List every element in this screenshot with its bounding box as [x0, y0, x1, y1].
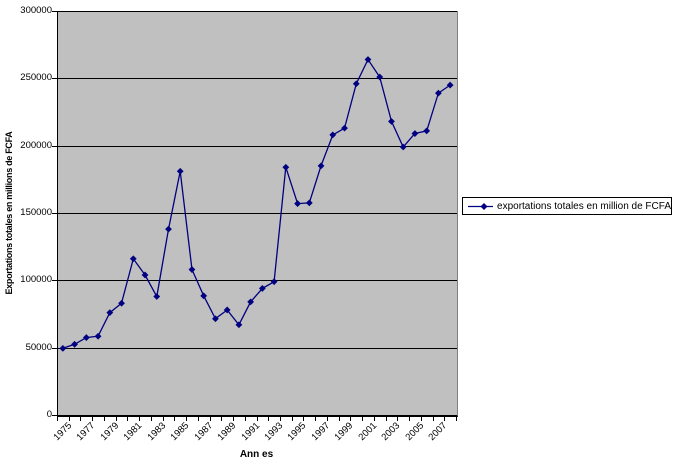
- x-tick-label: 1989: [215, 420, 239, 444]
- x-tick-mark: [221, 417, 223, 421]
- y-tick-label: 250000: [20, 72, 52, 84]
- plot-area: [57, 11, 458, 417]
- x-tick-mark: [139, 417, 141, 421]
- x-tick-mark: [397, 417, 399, 421]
- x-tick-mark: [92, 417, 94, 421]
- x-tick-mark: [186, 417, 188, 421]
- x-tick-mark: [338, 417, 340, 421]
- x-tick-mark: [326, 417, 328, 421]
- x-tick-mark: [127, 417, 129, 421]
- y-tick-mark: [52, 11, 57, 12]
- x-tick-mark: [279, 417, 281, 421]
- y-tick-mark: [52, 347, 57, 349]
- x-tick-mark: [444, 417, 446, 421]
- x-tick-mark: [68, 417, 70, 421]
- x-tick-mark: [362, 417, 364, 421]
- y-tick-label: 0: [46, 409, 52, 420]
- x-tick-mark: [385, 417, 387, 421]
- y-tick-label: 150000: [20, 207, 52, 218]
- x-tick-mark: [256, 417, 258, 421]
- y-tick-label: 50000: [25, 341, 52, 353]
- x-tick-mark: [420, 417, 422, 421]
- y-tick-mark: [52, 78, 57, 80]
- x-tick-mark: [209, 417, 211, 421]
- x-tick-label: 1987: [192, 420, 215, 444]
- x-tick-label: 1985: [168, 420, 192, 444]
- gridline: [57, 78, 457, 80]
- x-tick-label: 2001: [356, 420, 380, 444]
- x-tick-mark: [174, 417, 176, 421]
- y-tick-mark: [52, 213, 57, 214]
- y-tick-mark: [52, 280, 57, 282]
- x-tick-mark: [291, 417, 293, 421]
- y-tick-label: 300000: [20, 5, 52, 16]
- y-tick-label: 100000: [20, 274, 52, 286]
- gridline: [57, 11, 457, 12]
- x-tick-mark: [244, 417, 246, 421]
- x-tick-label: 1975: [51, 420, 74, 444]
- y-tick-mark: [52, 415, 57, 416]
- x-tick-mark: [456, 417, 457, 421]
- gridline: [57, 213, 457, 214]
- x-tick-label: 1997: [309, 420, 333, 444]
- x-tick-mark: [80, 417, 82, 421]
- legend: exportations totales en million de FCFA: [462, 197, 672, 215]
- x-tick-label: 1995: [285, 420, 309, 444]
- y-axis-title: Exportations totales en millions de FCFA: [4, 131, 14, 295]
- y-tick-mark: [52, 145, 57, 147]
- x-tick-label: 2007: [426, 420, 450, 444]
- x-tick-mark: [233, 417, 235, 421]
- x-tick-label: 2005: [403, 420, 427, 444]
- x-tick-label: 1991: [238, 420, 262, 444]
- x-tick-mark: [150, 417, 152, 421]
- x-tick-mark: [303, 417, 305, 421]
- legend-marker-icon: [468, 202, 494, 210]
- x-tick-label: 1993: [262, 420, 286, 444]
- y-tick-label: 200000: [20, 139, 52, 151]
- x-tick-mark: [57, 417, 58, 421]
- x-tick-label: 1983: [145, 420, 168, 444]
- x-tick-label: 1981: [121, 420, 145, 444]
- legend-label: exportations totales en million de FCFA: [497, 200, 671, 212]
- x-tick-label: 1999: [332, 420, 356, 444]
- gridline: [57, 280, 457, 282]
- gridline: [57, 347, 457, 349]
- gridline: [57, 145, 457, 147]
- x-tick-mark: [103, 417, 105, 421]
- x-tick-mark: [197, 417, 199, 421]
- x-tick-label: 2003: [379, 420, 403, 444]
- x-tick-mark: [315, 417, 317, 421]
- x-tick-mark: [115, 417, 117, 421]
- x-tick-mark: [409, 417, 411, 421]
- x-tick-mark: [268, 417, 270, 421]
- x-tick-mark: [162, 417, 164, 421]
- x-tick-mark: [373, 417, 375, 421]
- x-tick-label: 1977: [74, 420, 98, 444]
- x-axis-title: Ann es: [239, 449, 274, 460]
- x-tick-label: 1979: [98, 420, 121, 444]
- x-tick-mark: [432, 417, 434, 421]
- x-tick-mark: [350, 417, 352, 421]
